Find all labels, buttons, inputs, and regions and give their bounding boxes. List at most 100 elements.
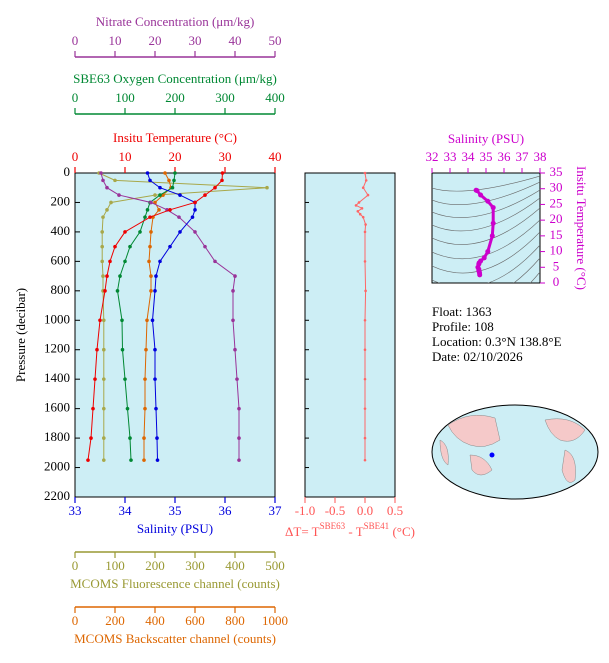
- x-axis-label: Salinity (PSU): [448, 131, 524, 146]
- x-tick-label: 37: [516, 149, 530, 164]
- data-point: [155, 436, 159, 440]
- data-point: [170, 185, 175, 190]
- data-point: [143, 406, 147, 411]
- x-tick-label: 0.0: [357, 503, 373, 518]
- axis-title: Nitrate Concentration (μm/kg): [96, 14, 255, 29]
- x-tick-label: 36: [219, 503, 233, 518]
- axis-title: MCOMS Backscatter channel (counts): [74, 631, 276, 646]
- data-point: [163, 171, 167, 175]
- data-point: [363, 171, 367, 175]
- data-point: [363, 318, 367, 322]
- x-tick-label: 37: [269, 503, 283, 518]
- x-tick-label: 36: [498, 149, 512, 164]
- data-point: [102, 436, 106, 440]
- data-point: [193, 208, 197, 212]
- float-id: Float: 1363: [432, 304, 492, 319]
- y-tick-label: 30: [550, 180, 563, 195]
- data-point: [105, 274, 109, 278]
- plot-area: [74, 172, 276, 498]
- x-tick-label: 400: [145, 613, 165, 628]
- y-tick-label: 15: [550, 227, 563, 242]
- data-point: [99, 171, 103, 175]
- data-point: [364, 223, 367, 226]
- x-tick-label: 34: [119, 503, 133, 518]
- label-part: SBE41: [364, 521, 390, 531]
- x-tick-label: 300: [185, 558, 205, 573]
- x-tick-label: 0: [72, 149, 79, 164]
- data-point: [113, 178, 117, 183]
- data-point: [117, 193, 121, 197]
- x-tick-label: 38: [534, 149, 547, 164]
- axis-title: SBE63 Oxygen Concentration (μm/kg): [73, 71, 277, 86]
- data-point: [150, 318, 155, 323]
- data-point: [153, 193, 157, 197]
- data-point: [364, 179, 368, 182]
- x-tick-label: 40: [269, 149, 282, 164]
- data-point: [143, 215, 147, 219]
- plot-area: [304, 172, 396, 498]
- y-axis-label: Pressure (decibar): [13, 288, 28, 382]
- data-point: [490, 220, 496, 226]
- data-point: [233, 274, 237, 278]
- x-axis-label: ΔT= TSBE63 - TSBE41 (°C): [285, 521, 415, 539]
- y-tick-label: 1600: [44, 400, 70, 415]
- data-point: [358, 212, 362, 216]
- data-point: [172, 178, 176, 183]
- x-tick-label: -1.0: [295, 503, 316, 518]
- y-tick-label: 1800: [44, 429, 70, 444]
- x-tick-label: 100: [115, 90, 135, 105]
- data-point: [148, 215, 152, 219]
- data-point: [168, 208, 172, 212]
- y-tick-label: 1400: [44, 370, 70, 385]
- data-point: [489, 233, 495, 239]
- data-point: [363, 407, 367, 410]
- data-point: [145, 171, 150, 175]
- date: Date: 02/10/2026: [432, 349, 523, 364]
- profile-line: [87, 172, 223, 461]
- data-point: [265, 185, 269, 190]
- data-point: [102, 406, 106, 411]
- data-point: [101, 178, 105, 183]
- data-point: [118, 274, 122, 278]
- x-tick-label: 20: [169, 149, 182, 164]
- data-point: [478, 192, 484, 198]
- data-point: [237, 458, 241, 462]
- data-point: [233, 347, 237, 352]
- data-point: [235, 377, 239, 381]
- x-tick-label: 32: [426, 149, 439, 164]
- label-part: SBE63: [320, 521, 346, 531]
- data-point: [361, 215, 365, 219]
- data-point: [129, 458, 133, 462]
- x-tick-label: 50: [269, 33, 282, 48]
- x-tick-label: 40: [229, 33, 242, 48]
- data-point: [485, 198, 491, 204]
- data-point: [490, 205, 496, 211]
- data-point: [231, 289, 235, 293]
- profile-line: [143, 172, 172, 461]
- data-point: [109, 200, 113, 205]
- data-point: [102, 318, 106, 323]
- data-point: [363, 458, 367, 462]
- data-point: [193, 230, 197, 234]
- data-point: [360, 207, 364, 210]
- data-point: [142, 436, 146, 440]
- data-point: [149, 200, 153, 205]
- data-point: [102, 458, 106, 462]
- data-point: [148, 178, 152, 183]
- data-point: [158, 259, 162, 264]
- data-point: [128, 244, 132, 249]
- data-point: [361, 186, 365, 190]
- data-point: [154, 274, 158, 278]
- y-tick-label: 1000: [44, 311, 70, 326]
- y-tick-label: 35: [550, 164, 563, 179]
- data-point: [102, 377, 106, 381]
- y-tick-label: 20: [550, 211, 563, 226]
- data-point: [120, 347, 125, 352]
- data-point: [95, 347, 99, 352]
- data-point: [143, 377, 147, 381]
- data-point: [203, 244, 207, 249]
- x-tick-label: 600: [185, 613, 205, 628]
- data-point: [120, 318, 124, 323]
- data-point: [123, 377, 127, 381]
- data-point: [481, 255, 487, 261]
